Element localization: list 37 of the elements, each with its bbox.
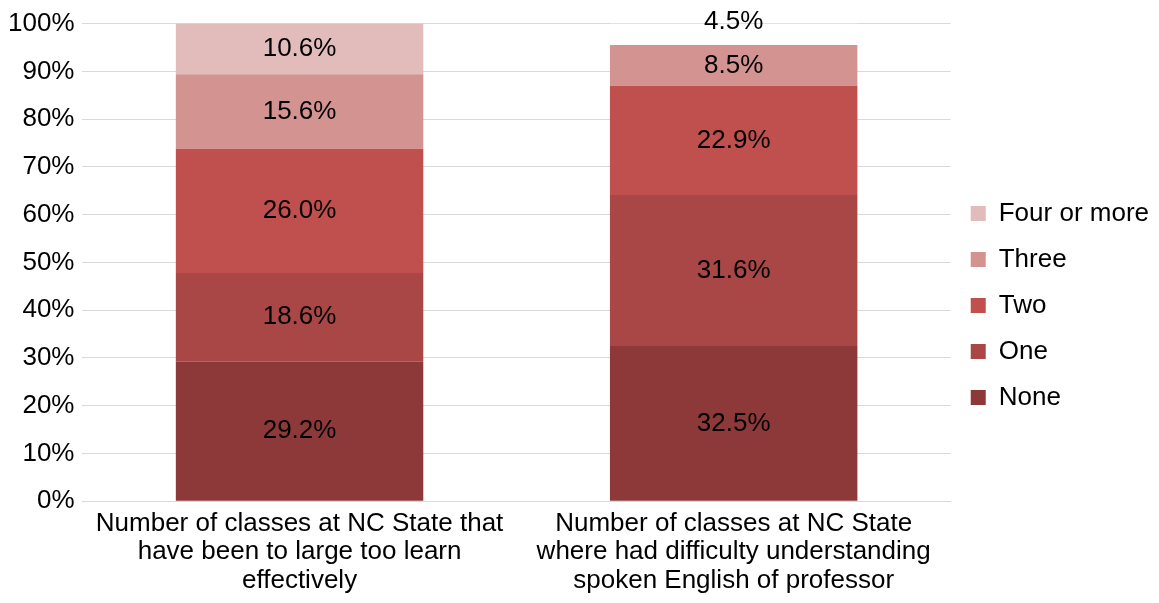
y-tick-label: 80% <box>22 102 75 133</box>
data-label: 15.6% <box>262 94 337 125</box>
data-label: 18.6% <box>262 300 337 331</box>
y-tick-label: 20% <box>22 388 75 419</box>
data-label: 29.2% <box>262 414 337 445</box>
x-tick-label: Number of classes at NC State where had difficulty understanding spoken English of professor <box>535 506 931 594</box>
x-tick-label: Number of classes at NC State that have been to large too learn effectively <box>95 506 505 594</box>
y-tick-label: 40% <box>22 293 75 324</box>
bar <box>609 45 858 86</box>
y-tick-label: 100% <box>8 6 75 37</box>
legend-label: Four or more <box>998 196 1149 227</box>
data-label: 32.5% <box>696 406 771 437</box>
bar <box>609 85 858 196</box>
bar <box>175 361 424 501</box>
legend-label: None <box>998 380 1061 411</box>
legend-label: Two <box>998 288 1047 319</box>
y-tick-label: 30% <box>22 341 75 372</box>
bar <box>175 74 424 149</box>
bar <box>609 345 858 501</box>
y-tick-label: 10% <box>22 436 75 467</box>
bar <box>175 148 424 273</box>
y-tick-label: 70% <box>22 150 75 181</box>
y-tick-label: 50% <box>22 245 75 276</box>
data-label: 22.9% <box>696 123 771 154</box>
data-label: 4.5% <box>704 4 764 35</box>
bar <box>609 195 858 346</box>
legend-label: Three <box>998 242 1067 273</box>
legend-label: One <box>998 334 1048 365</box>
y-tick-label: 90% <box>22 54 75 85</box>
data-label: 10.6% <box>262 32 337 63</box>
data-label: 26.0% <box>262 193 337 224</box>
bar <box>175 272 424 362</box>
y-tick-label: 60% <box>22 197 75 228</box>
data-label: 31.6% <box>696 253 771 284</box>
data-label: 8.5% <box>704 48 764 79</box>
bar <box>175 23 424 75</box>
y-tick-label: 0% <box>36 484 75 515</box>
